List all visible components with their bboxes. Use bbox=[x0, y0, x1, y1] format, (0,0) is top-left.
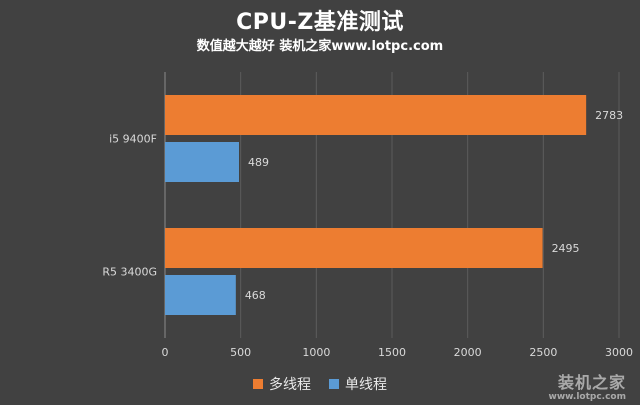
x-tick-label: 3000 bbox=[605, 346, 633, 359]
data-label: 2783 bbox=[595, 109, 623, 122]
data-label: 2495 bbox=[552, 242, 580, 255]
legend: 多线程 单线程 bbox=[0, 374, 640, 394]
data-label: 468 bbox=[245, 289, 266, 302]
bar bbox=[165, 275, 236, 315]
category-label: R5 3400G bbox=[102, 266, 157, 279]
watermark-main: 装机之家 bbox=[557, 373, 626, 392]
x-tick-label: 1000 bbox=[302, 346, 330, 359]
legend-label-multi: 多线程 bbox=[269, 377, 311, 393]
data-label: 489 bbox=[248, 156, 269, 169]
legend-swatch-single bbox=[329, 379, 339, 389]
x-tick-label: 2500 bbox=[529, 346, 557, 359]
bar bbox=[165, 142, 240, 182]
watermark-logo: 装机之家 www.lotpc.com bbox=[549, 374, 626, 403]
chart-subtitle: 数值越大越好 装机之家www.lotpc.com bbox=[196, 39, 444, 54]
bar bbox=[165, 95, 587, 135]
legend-item-single: 单线程 bbox=[329, 374, 387, 394]
x-tick-label: 2000 bbox=[454, 346, 482, 359]
chart-title: CPU-Z基准测试 bbox=[236, 10, 404, 35]
legend-label-single: 单线程 bbox=[345, 377, 387, 393]
bar bbox=[165, 228, 543, 268]
legend-item-multi: 多线程 bbox=[253, 374, 311, 394]
category-label: i5 9400F bbox=[109, 133, 157, 146]
x-tick-label: 0 bbox=[162, 346, 169, 359]
x-tick-label: 500 bbox=[230, 346, 251, 359]
legend-swatch-multi bbox=[253, 379, 263, 389]
x-tick-label: 1500 bbox=[378, 346, 406, 359]
watermark-url: www.lotpc.com bbox=[548, 392, 626, 402]
